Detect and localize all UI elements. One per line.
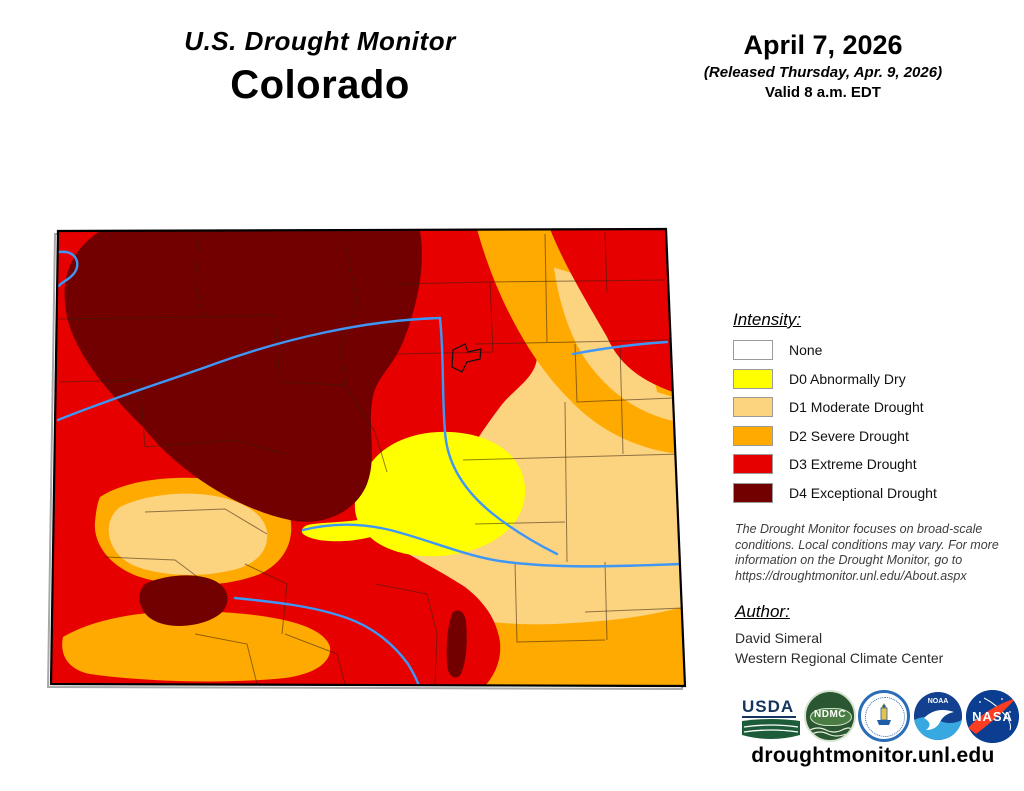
legend-item: D0 Abnormally Dry [733,368,1013,389]
map-container [45,222,695,692]
commerce-seal-ring [865,697,905,737]
river-nw-squiggle [57,250,79,288]
page-title: U.S. Drought Monitor [184,26,456,56]
map-date: April 7, 2026 [743,30,903,60]
legend-item: None [733,340,1013,360]
legend-item: D3 Extreme Drought [733,454,1013,474]
legend-swatch-d4 [733,482,773,503]
legend-heading: Intensity: [733,310,802,329]
author-org: Western Regional Climate Center [735,650,944,666]
legend-label: D1 Moderate Drought [789,399,924,415]
d2-region-sw-lower [62,611,331,682]
denver-boundary [451,343,482,373]
legend-swatch-d2 [733,425,773,446]
river-south-platte [571,340,669,356]
legend-label: None [789,342,823,358]
legend-label: D3 Extreme Drought [789,456,917,472]
valid-time: Valid 8 a.m. EDT [765,84,881,101]
released-date: (Released Thursday, Apr. 9, 2026) [703,64,943,81]
nasa-emblem-icon [966,690,1019,743]
noaa-logo-text: NOAA [928,698,949,705]
commerce-seal-logo [858,690,910,742]
usda-logo: USDA [742,698,802,740]
legend-item: D2 Severe Drought [733,425,1013,446]
d1-region-west-patch [108,493,268,575]
ndmc-logo-text: NDMC [814,709,846,720]
ndmc-band [810,708,852,726]
ndmc-waves-icon [809,727,853,737]
legend-swatch-none [733,340,773,360]
d4-region-south-sliver [446,610,467,678]
author-heading: Author: [735,602,790,621]
legend-item: D1 Moderate Drought [733,397,1013,417]
commerce-emblem-icon [877,703,891,725]
disclaimer-text: The Drought Monitor focuses on broad-sca… [735,522,999,583]
colorado-drought-map [46,227,687,691]
usda-field-icon [742,719,800,739]
footer-url: droughtmonitor.unl.edu [751,744,995,767]
d0-region-central [354,431,526,557]
d0-region-tongue [301,517,375,542]
date-block: April 7, 2026 (Released Thursday, Apr. 9… [673,30,973,101]
river-central [438,316,559,556]
d4-region-northwest [64,231,422,522]
river-rio-grande [233,596,421,686]
legend-swatch-d0 [733,368,773,389]
state-border [49,227,687,688]
state-title: Colorado [230,63,410,107]
legend-label: D4 Exceptional Drought [789,484,937,501]
river-arkansas [301,523,684,568]
d4-region-southwest [139,575,228,626]
usda-logo-text: USDA [742,697,796,718]
d2-region-ne-band [477,229,680,454]
legend-item: D4 Exceptional Drought [733,482,1013,503]
nasa-logo: NASA [966,690,1019,743]
d3-region-northeast [550,229,673,392]
noaa-emblem-icon: NOAA [914,692,962,740]
legend-swatch-d3 [733,454,773,474]
title-block: U.S. Drought Monitor Colorado [110,26,530,108]
legend-swatch-d1 [733,397,773,417]
river-yampa-colorado [56,316,442,422]
ndmc-logo: NDMC [804,690,856,742]
legend-label: D2 Severe Drought [789,427,909,444]
rivers [56,250,684,686]
noaa-logo: NOAA [914,692,962,740]
nasa-logo-text: NASA [972,709,1013,724]
legend: Intensity: None D0 Abnormally Dry D1 Mod… [733,310,1013,511]
legend-label: D0 Abnormally Dry [789,370,906,387]
author-name: David Simeral [735,630,823,646]
county-boundaries [58,230,684,685]
